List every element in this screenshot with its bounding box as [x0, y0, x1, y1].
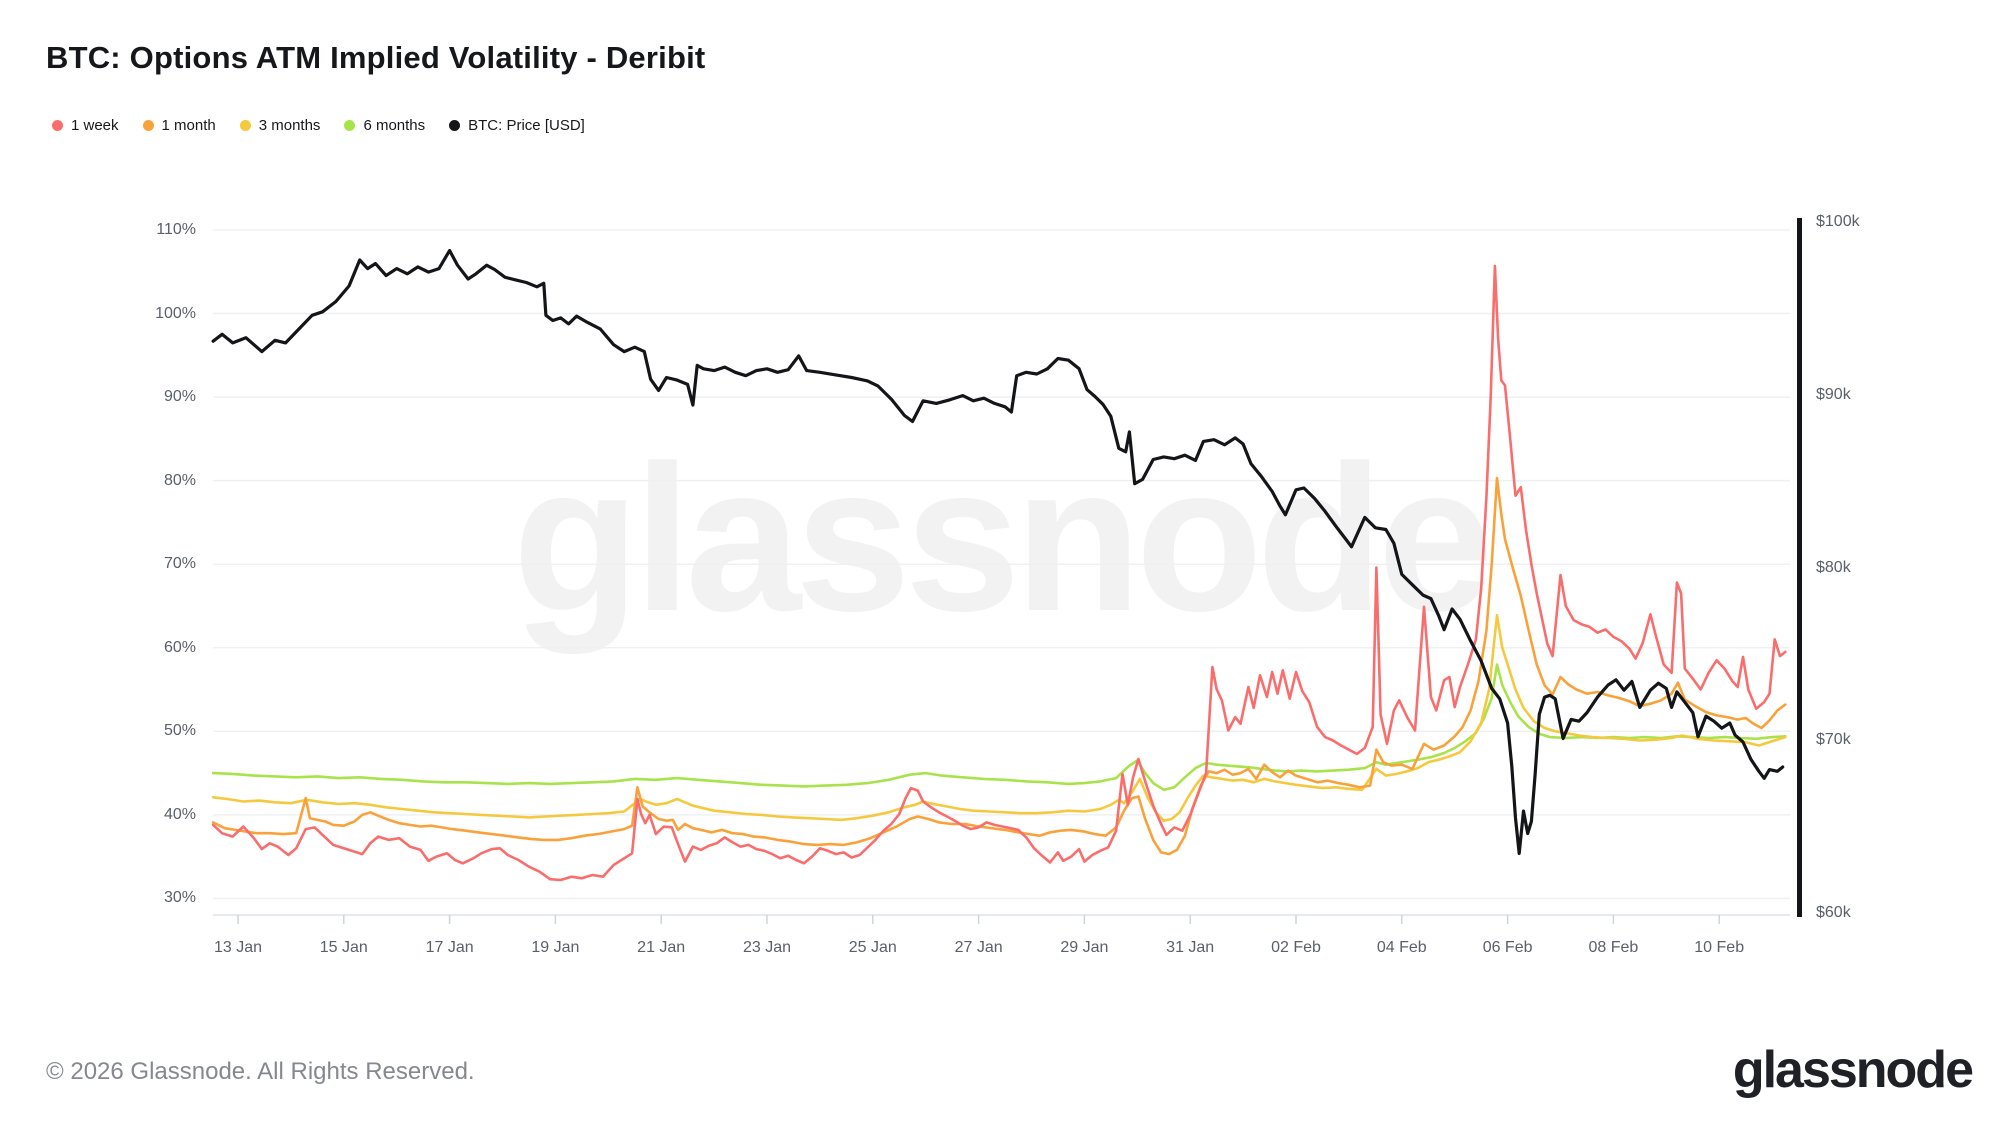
legend-label: 1 week: [71, 117, 119, 134]
legend-label: 3 months: [258, 117, 321, 134]
legend-label: BTC: Price [USD]: [468, 117, 585, 134]
x-axis-tick: 31 Jan: [1166, 939, 1215, 956]
x-axis-tick: 17 Jan: [425, 939, 474, 956]
left-axis-tick: 100%: [155, 304, 196, 322]
left-axis-tick: 30%: [163, 889, 196, 907]
series-line-1-month[interactable]: [211, 476, 1787, 856]
legend-item-6-months[interactable]: 6 months: [344, 117, 425, 134]
left-axis-tick: 50%: [163, 722, 196, 740]
x-axis-tick: 27 Jan: [954, 939, 1003, 956]
left-axis-tick: 80%: [163, 471, 196, 489]
series-line-6-months[interactable]: [211, 663, 1787, 792]
right-axis-tick: $60k: [1816, 904, 1851, 921]
legend-swatch-icon: [344, 120, 356, 131]
glassnode-logo: glassnode: [1732, 1041, 1974, 1099]
legend-swatch-icon: [239, 120, 251, 131]
x-axis-tick: 08 Feb: [1588, 939, 1639, 956]
legend-item-1-month[interactable]: 1 month: [142, 117, 216, 134]
x-axis-tick: 13 Jan: [213, 939, 263, 956]
left-axis-tick: 90%: [163, 388, 196, 406]
legend-item-1-week[interactable]: 1 week: [52, 117, 119, 134]
page-title: BTC: Options ATM Implied Volatility - De…: [46, 40, 706, 75]
x-axis-tick: 04 Feb: [1376, 939, 1427, 956]
x-axis-tick: 29 Jan: [1060, 939, 1109, 956]
x-axis-tick: 02 Feb: [1271, 939, 1321, 956]
legend-label: 1 month: [161, 117, 216, 134]
left-axis-tick: 40%: [163, 805, 196, 823]
x-axis-tick: 25 Jan: [848, 939, 897, 956]
x-axis-tick: 19 Jan: [531, 939, 580, 956]
x-axis-tick: 21 Jan: [637, 939, 686, 956]
left-axis-tick: 60%: [163, 638, 196, 656]
legend-swatch-icon: [142, 120, 154, 131]
legend-swatch-icon: [52, 120, 63, 131]
left-axis-tick: 70%: [163, 555, 196, 573]
legend-label: 6 months: [363, 117, 426, 134]
legend-item-btc-price-usd-[interactable]: BTC: Price [USD]: [449, 117, 585, 134]
x-axis-tick: 23 Jan: [742, 939, 792, 956]
left-axis-tick: 110%: [156, 221, 196, 238]
right-axis-bar: [1797, 218, 1802, 917]
x-axis-tick: 15 Jan: [319, 939, 368, 956]
series-line-3-months[interactable]: [211, 613, 1787, 823]
copyright-text: © 2026 Glassnode. All Rights Reserved.: [46, 1058, 475, 1085]
x-axis-tick: 10 Feb: [1694, 939, 1745, 956]
x-axis-tick: 06 Feb: [1482, 939, 1533, 956]
legend-swatch-icon: [449, 120, 461, 131]
right-axis-tick: $70k: [1816, 731, 1851, 749]
legend: 1 week 1 month 3 months 6 months BTC: Price …: [52, 117, 585, 134]
series-line-btc-price-usd-[interactable]: [211, 248, 1785, 856]
right-axis-tick: $100k: [1816, 213, 1860, 230]
series-line-1-week[interactable]: [211, 264, 1787, 882]
legend-item-3-months[interactable]: 3 months: [239, 117, 321, 134]
right-axis-tick: $90k: [1816, 385, 1851, 403]
right-axis-tick: $80k: [1816, 558, 1851, 576]
glassnode-watermark: glassnode: [512, 423, 1494, 655]
